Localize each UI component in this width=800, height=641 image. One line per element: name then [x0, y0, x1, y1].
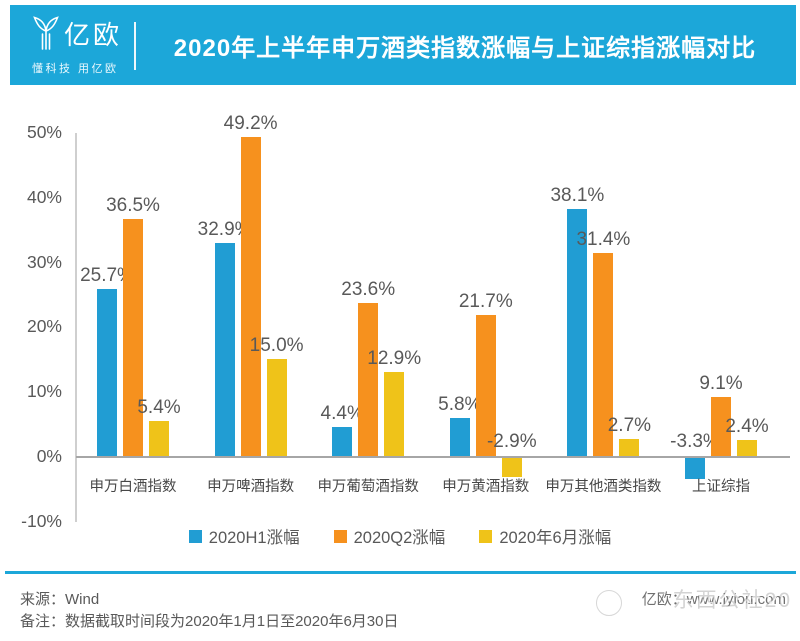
- bar-2020年6月涨幅-申万白酒指数: [149, 421, 169, 456]
- header-banner: 亿欧 懂科技 用亿欧 2020年上半年申万酒类指数涨幅与上证综指涨幅对比: [10, 5, 796, 85]
- x-category-label: 申万黄酒指数: [442, 479, 530, 495]
- value-label: 2.4%: [725, 416, 769, 438]
- value-label: 31.4%: [576, 228, 631, 250]
- bar-2020Q2涨幅-上证综指: [711, 397, 731, 456]
- value-label: 5.4%: [137, 397, 181, 418]
- x-category-label: 申万啤酒指数: [207, 479, 295, 495]
- source-value: Wind: [65, 591, 100, 608]
- x-category-label: 申万其他酒类指数: [545, 479, 662, 495]
- value-label: -3.3%: [670, 431, 720, 452]
- zero-baseline: [76, 456, 790, 458]
- value-label: 21.7%: [458, 291, 513, 313]
- legend-label: 2020Q2涨幅: [353, 529, 446, 547]
- y-tick-label: 50%: [26, 122, 62, 142]
- legend-swatch: [333, 529, 347, 543]
- watermark-doodle-circle: [596, 590, 622, 616]
- bar-2020年6月涨幅-申万其他酒类指数: [619, 438, 640, 456]
- legend-item: 2020Q2涨幅: [333, 524, 446, 548]
- bar-2020Q2涨幅-申万啤酒指数: [240, 137, 261, 456]
- bar-2020H1涨幅-申万葡萄酒指数: [332, 427, 353, 456]
- note-value: 数据截取时间段为2020年1月1日至2020年6月30日: [65, 613, 399, 630]
- header-divider: [134, 22, 136, 70]
- y-tick-label: 40%: [26, 186, 62, 207]
- iyiou-logo-icon: [32, 15, 60, 56]
- bar-2020H1涨幅-申万啤酒指数: [214, 242, 235, 456]
- x-category-label: 上证综指: [692, 479, 750, 495]
- value-label: 36.5%: [106, 195, 160, 217]
- value-label: 9.1%: [699, 373, 743, 395]
- note-label: 备注：: [20, 613, 66, 630]
- value-label: 15.0%: [249, 334, 304, 356]
- legend-item: 2020年6月涨幅: [479, 524, 611, 548]
- value-label: 38.1%: [550, 185, 605, 207]
- site-credit: 亿欧：www.iyiou.com: [641, 591, 786, 608]
- value-label: -2.9%: [486, 431, 537, 452]
- legend-swatch: [188, 529, 202, 543]
- legend-label: 2020H1涨幅: [208, 529, 300, 547]
- bar-2020年6月涨幅-申万葡萄酒指数: [384, 372, 405, 456]
- y-tick-label: 10%: [26, 381, 62, 402]
- value-label: 23.6%: [341, 279, 396, 301]
- x-category-label: 申万白酒指数: [89, 479, 177, 495]
- logo-block: 亿欧 懂科技 用亿欧: [32, 15, 144, 77]
- bar-2020年6月涨幅-申万啤酒指数: [266, 358, 287, 456]
- value-label: 5.8%: [438, 394, 482, 416]
- legend-item: 2020H1涨幅: [188, 524, 300, 548]
- x-category-label: 申万葡萄酒指数: [317, 479, 419, 495]
- bar-2020Q2涨幅-申万白酒指数: [123, 219, 143, 456]
- value-label: 4.4%: [320, 403, 364, 425]
- bar-2020H1涨幅-申万其他酒类指数: [567, 209, 588, 456]
- y-tick-label: -10%: [21, 510, 62, 531]
- bar-2020H1涨幅-上证综指: [685, 458, 705, 480]
- footer-divider: [5, 571, 796, 574]
- source-label: 来源：: [20, 591, 66, 608]
- source-line: 来源：Wind: [20, 588, 99, 609]
- chart-legend: 2020H1涨幅 2020Q2涨幅 2020年6月涨幅: [0, 524, 800, 548]
- logo-tagline: 懂科技 用亿欧: [32, 63, 119, 75]
- logo-text: 亿欧: [64, 20, 123, 50]
- bar-2020Q2涨幅-申万葡萄酒指数: [358, 303, 379, 456]
- bar-2020H1涨幅-申万白酒指数: [97, 289, 117, 456]
- bar-2020Q2涨幅-申万其他酒类指数: [593, 252, 614, 456]
- y-tick-label: 0%: [36, 446, 62, 466]
- bar-2020Q2涨幅-申万黄酒指数: [475, 315, 496, 456]
- value-label: 2.7%: [607, 414, 652, 436]
- bar-2020H1涨幅-申万黄酒指数: [449, 418, 470, 456]
- chart-title: 2020年上半年申万酒类指数涨幅与上证综指涨幅对比: [173, 34, 757, 62]
- y-tick-label: 20%: [26, 316, 62, 337]
- bar-2020年6月涨幅-申万黄酒指数: [501, 458, 522, 477]
- bar-chart: 2020H1涨幅 2020Q2涨幅 2020年6月涨幅 50% 40% 30% 20% 10…: [0, 90, 800, 560]
- y-axis-line: [75, 133, 77, 522]
- value-label: 32.9%: [197, 218, 252, 240]
- value-label: 25.7%: [80, 265, 134, 287]
- legend-swatch: [479, 529, 493, 543]
- y-tick-label: 30%: [26, 251, 62, 272]
- bar-2020年6月涨幅-上证综指: [737, 440, 757, 456]
- value-label: 12.9%: [367, 348, 422, 370]
- value-label: 49.2%: [223, 113, 278, 135]
- legend-label: 2020年6月涨幅: [499, 529, 612, 547]
- note-line: 备注：数据截取时间段为2020年1月1日至2020年6月30日: [20, 610, 398, 631]
